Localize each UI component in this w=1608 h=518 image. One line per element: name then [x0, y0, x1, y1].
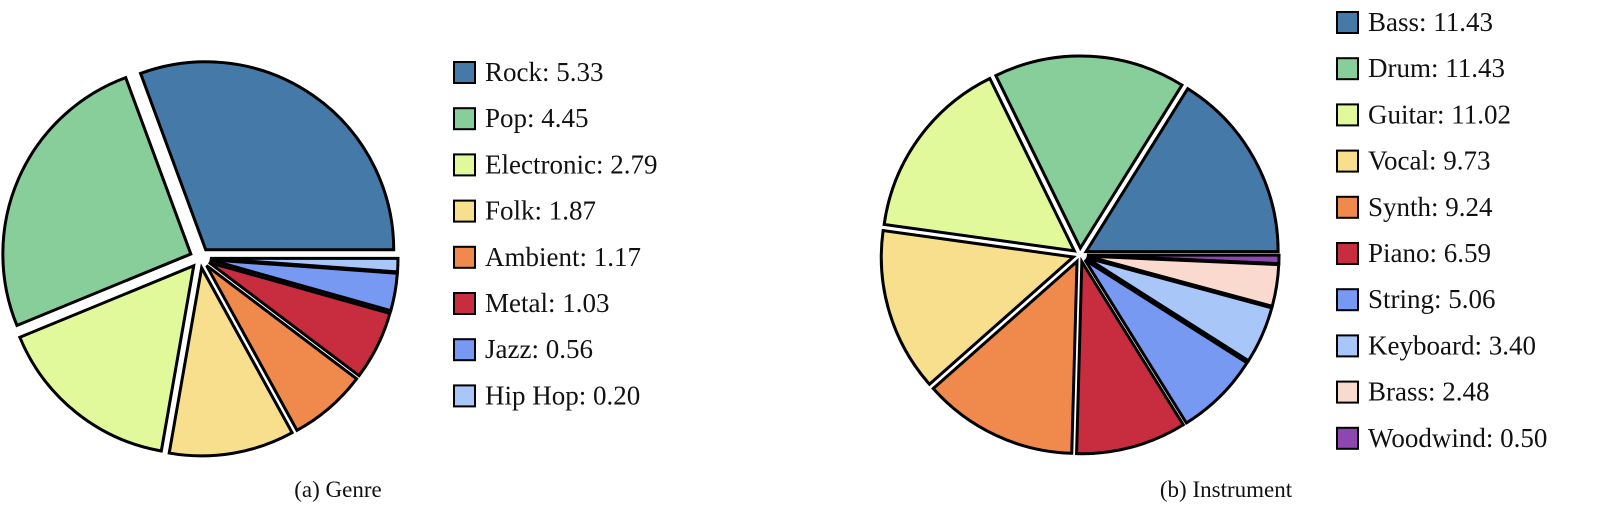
genre-legend-item-jazz: Jazz: 0.56 — [453, 334, 593, 364]
instrument-legend-swatch-bass — [1336, 11, 1359, 34]
genre-legend-swatch-metal — [453, 292, 476, 315]
genre-legend: Rock: 5.33 Pop: 4.45 Electronic: 2.79 Folk:… — [453, 57, 657, 410]
genre-legend-label-jazz: Jazz: 0.56 — [485, 334, 593, 364]
genre-slice-electronic — [17, 263, 196, 453]
genre-slice-rock — [138, 60, 396, 252]
genre-legend-swatch-ambient — [453, 245, 476, 269]
instrument-legend-label-vocal: Vocal: 9.73 — [1368, 146, 1491, 176]
genre-legend-swatch-folk — [453, 199, 476, 223]
genre-slice-metal — [208, 260, 392, 378]
instrument-legend-label-woodwind: Woodwind: 0.50 — [1368, 423, 1547, 453]
genre-legend-item-hip-hop: Hip Hop: 0.20 — [453, 380, 640, 410]
genre-legend-swatch-rock — [453, 61, 476, 84]
genre-legend-item-rock: Rock: 5.33 — [453, 57, 604, 87]
genre-legend-item-ambient: Ambient: 1.17 — [453, 242, 641, 272]
genre-legend-label-ambient: Ambient: 1.17 — [485, 242, 641, 272]
genre-slice-ambient — [205, 264, 359, 433]
instrument-legend-swatch-woodwind — [1336, 426, 1359, 450]
instrument-legend-label-brass: Brass: 2.48 — [1368, 377, 1490, 407]
instrument-legend-label-piano: Piano: 6.59 — [1368, 238, 1491, 268]
genre-pie-slices — [1, 60, 400, 458]
genre-legend-swatch-hip-hop — [453, 384, 476, 408]
instrument-legend-label-synth: Synth: 9.24 — [1368, 192, 1493, 222]
genre-slice-folk — [167, 263, 295, 458]
instrument-caption: (b) Instrument — [1160, 477, 1293, 502]
instrument-legend-item-drum: Drum: 11.43 — [1336, 53, 1505, 83]
instrument-legend-item-synth: Synth: 9.24 — [1336, 192, 1493, 222]
genre-legend-item-pop: Pop: 4.45 — [453, 103, 589, 133]
genre-legend-label-pop: Pop: 4.45 — [485, 103, 589, 133]
instrument-legend-item-keyboard: Keyboard: 3.40 — [1336, 330, 1536, 360]
genre-legend-swatch-electronic — [453, 153, 476, 177]
genre-legend-label-electronic: Electronic: 2.79 — [485, 149, 657, 179]
genre-legend-label-hip-hop: Hip Hop: 0.20 — [485, 380, 640, 410]
genre-slice-pop — [1, 75, 193, 328]
instrument-legend-swatch-drum — [1336, 57, 1359, 81]
instrument-slice-drum — [993, 54, 1185, 252]
instrument-legend-item-bass: Bass: 11.43 — [1336, 7, 1493, 37]
genre-pie-chart: Rock: 5.33 Pop: 4.45 Electronic: 2.79 Folk:… — [1, 57, 657, 502]
instrument-legend-label-string: String: 5.06 — [1368, 284, 1496, 314]
genre-legend-item-metal: Metal: 1.03 — [453, 288, 609, 318]
instrument-legend-swatch-piano — [1336, 242, 1359, 265]
genre-slice-hip-hop — [209, 256, 400, 274]
instrument-legend-item-piano: Piano: 6.59 — [1336, 238, 1491, 268]
instrument-slice-woodwind — [1086, 253, 1281, 266]
instrument-legend-swatch-brass — [1336, 380, 1359, 404]
genre-caption: (a) Genre — [294, 477, 381, 502]
instrument-legend-swatch-guitar — [1336, 103, 1359, 127]
instrument-legend-label-drum: Drum: 11.43 — [1368, 53, 1505, 83]
instrument-legend-item-string: String: 5.06 — [1336, 284, 1496, 314]
instrument-slice-string — [1083, 258, 1250, 426]
instrument-legend: Bass: 11.43 Drum: 11.43 Guitar: 11.02 Vocal… — [1336, 7, 1547, 453]
instrument-legend-swatch-synth — [1336, 195, 1359, 219]
genre-legend-swatch-jazz — [453, 338, 476, 362]
instrument-slice-synth — [931, 257, 1079, 455]
instrument-legend-item-guitar: Guitar: 11.02 — [1336, 99, 1511, 129]
instrument-legend-swatch-vocal — [1336, 149, 1359, 173]
instrument-legend-label-keyboard: Keyboard: 3.40 — [1368, 330, 1536, 360]
instrument-legend-item-vocal: Vocal: 9.73 — [1336, 146, 1491, 176]
instrument-legend-label-guitar: Guitar: 11.02 — [1368, 99, 1511, 129]
instrument-legend-label-bass: Bass: 11.43 — [1368, 7, 1493, 37]
instrument-slice-piano — [1075, 256, 1186, 456]
instrument-legend-item-woodwind: Woodwind: 0.50 — [1336, 423, 1547, 453]
instrument-legend-swatch-keyboard — [1336, 334, 1359, 358]
instrument-pie-slices — [879, 54, 1281, 456]
genre-legend-label-rock: Rock: 5.33 — [485, 57, 604, 87]
genre-legend-label-folk: Folk: 1.87 — [485, 196, 596, 226]
instrument-slice-bass — [1083, 86, 1280, 254]
instrument-pie-chart: Bass: 11.43 Drum: 11.43 Guitar: 11.02 Vocal… — [879, 7, 1547, 502]
genre-legend-item-electronic: Electronic: 2.79 — [453, 149, 657, 179]
instrument-slice-vocal — [879, 228, 1077, 387]
instrument-legend-item-brass: Brass: 2.48 — [1336, 377, 1490, 407]
instrument-slice-keyboard — [1085, 256, 1274, 363]
genre-legend-item-folk: Folk: 1.87 — [453, 196, 596, 226]
genre-legend-swatch-pop — [453, 107, 476, 131]
instrument-slice-guitar — [882, 76, 1077, 253]
genre-legend-label-metal: Metal: 1.03 — [485, 288, 609, 318]
instrument-legend-swatch-string — [1336, 288, 1359, 312]
